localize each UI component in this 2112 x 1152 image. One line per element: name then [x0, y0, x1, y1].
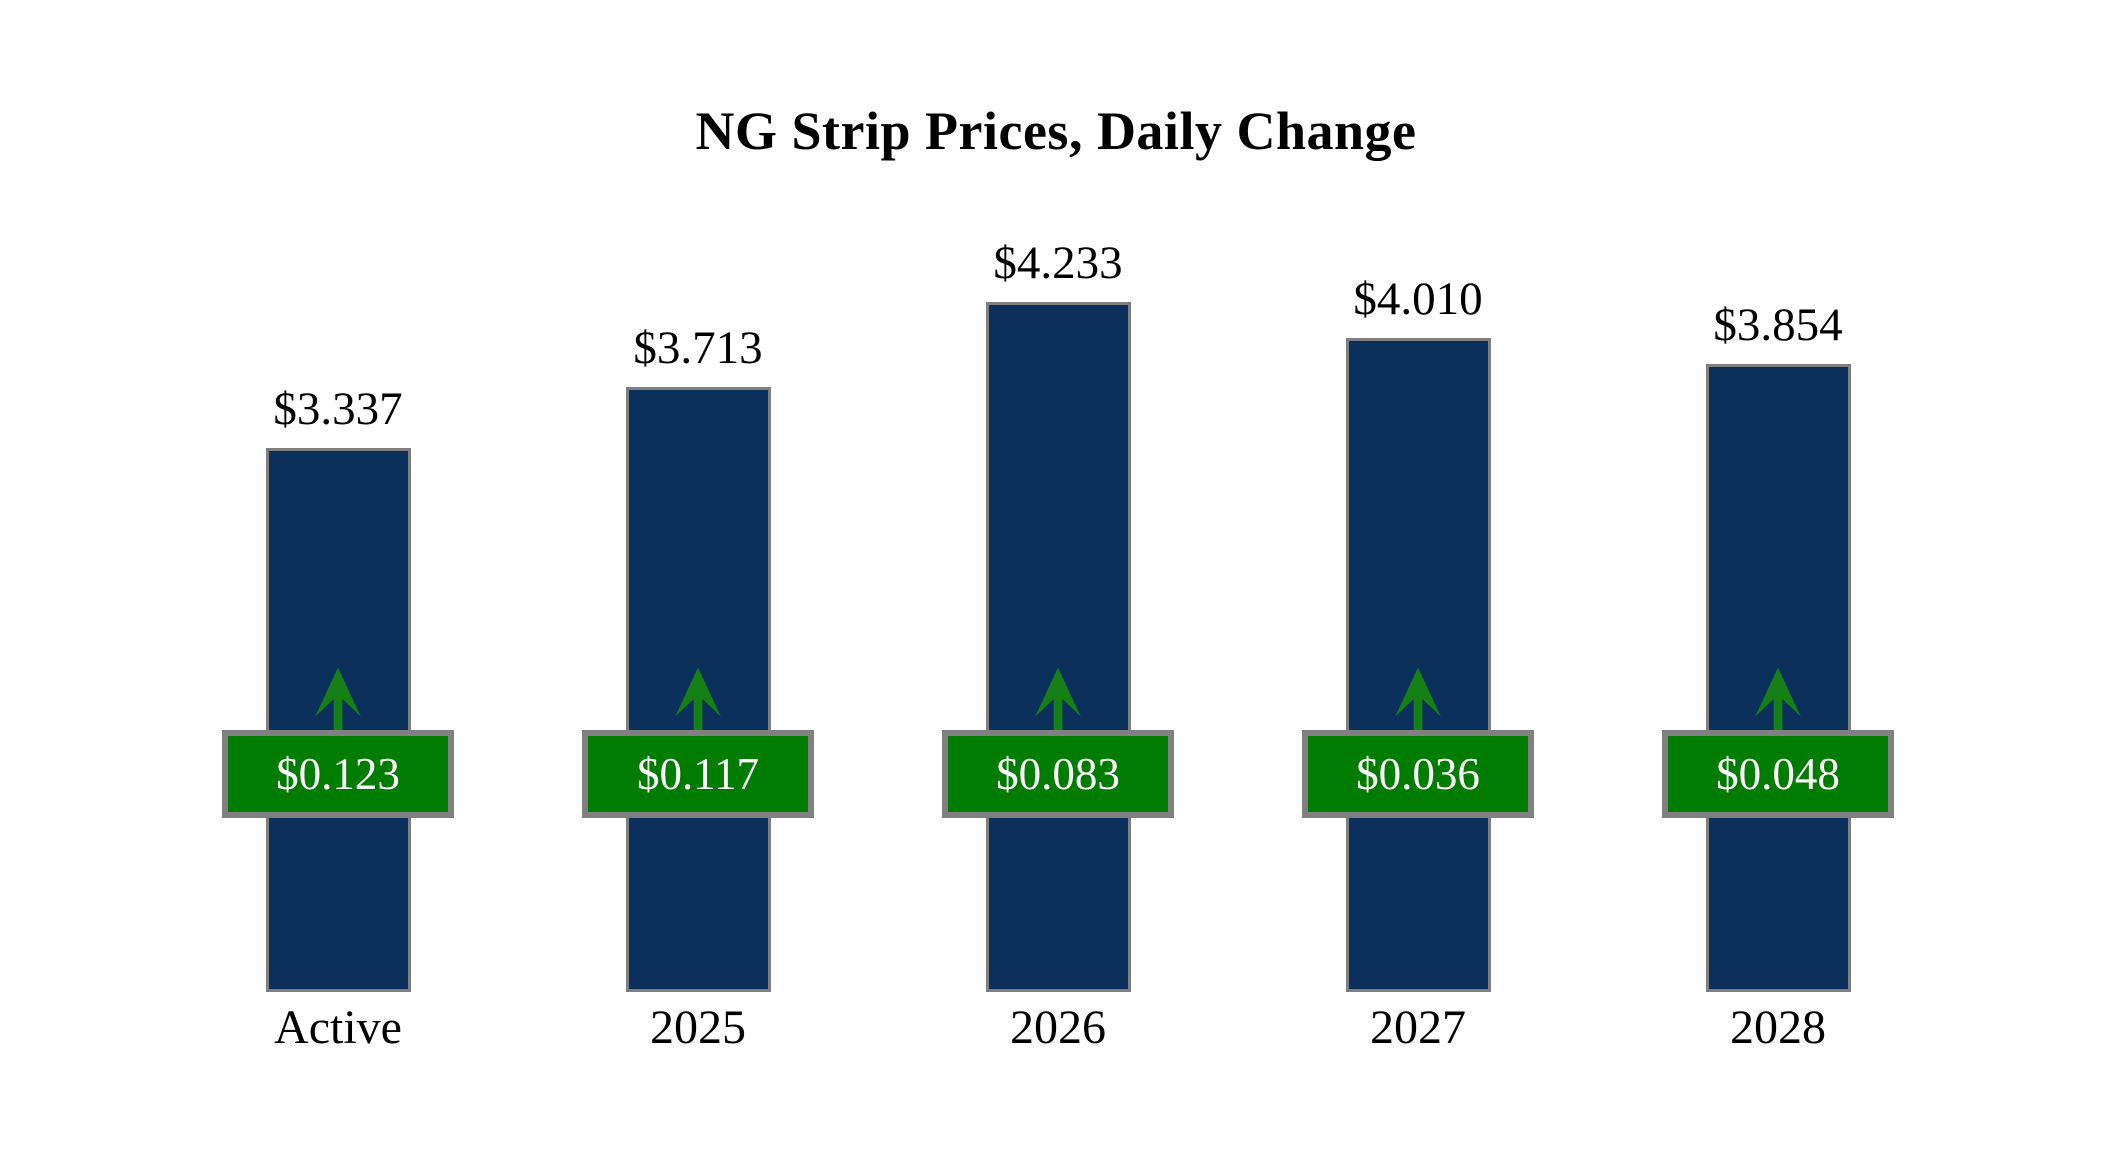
daily-change-value: $0.048 [1716, 749, 1840, 799]
daily-change-value: $0.117 [636, 749, 760, 799]
daily-change-badge: $0.117 [582, 730, 814, 818]
bar-value-label: $3.337 [273, 383, 403, 435]
up-arrow-icon [315, 667, 361, 731]
category-label: 2025 [650, 1001, 746, 1054]
daily-change-value: $0.123 [276, 749, 400, 799]
up-arrow-icon [675, 667, 721, 731]
bar [985, 302, 1131, 992]
daily-change-value: $0.083 [996, 749, 1120, 799]
bar-value-label: $4.233 [993, 237, 1123, 289]
category-label: Active [274, 1001, 402, 1054]
up-arrow-icon [1755, 667, 1801, 731]
category-label: 2026 [1010, 1001, 1106, 1054]
daily-change-value: $0.036 [1356, 749, 1480, 799]
chart-title: NG Strip Prices, Daily Change [695, 101, 1417, 161]
category-label: 2028 [1730, 1001, 1826, 1054]
daily-change-badge: $0.083 [942, 730, 1174, 818]
up-arrow-icon [1395, 667, 1441, 731]
daily-change-badge: $0.036 [1302, 730, 1534, 818]
category-label: 2027 [1370, 1001, 1466, 1054]
bar [1345, 338, 1491, 992]
daily-change-badge: $0.048 [1662, 730, 1894, 818]
daily-change-badge: $0.123 [222, 730, 454, 818]
bar-value-label: $3.713 [633, 322, 763, 374]
bar-value-label: $3.854 [1713, 299, 1843, 351]
up-arrow-icon [1035, 667, 1081, 731]
bar-value-label: $4.010 [1353, 273, 1483, 325]
